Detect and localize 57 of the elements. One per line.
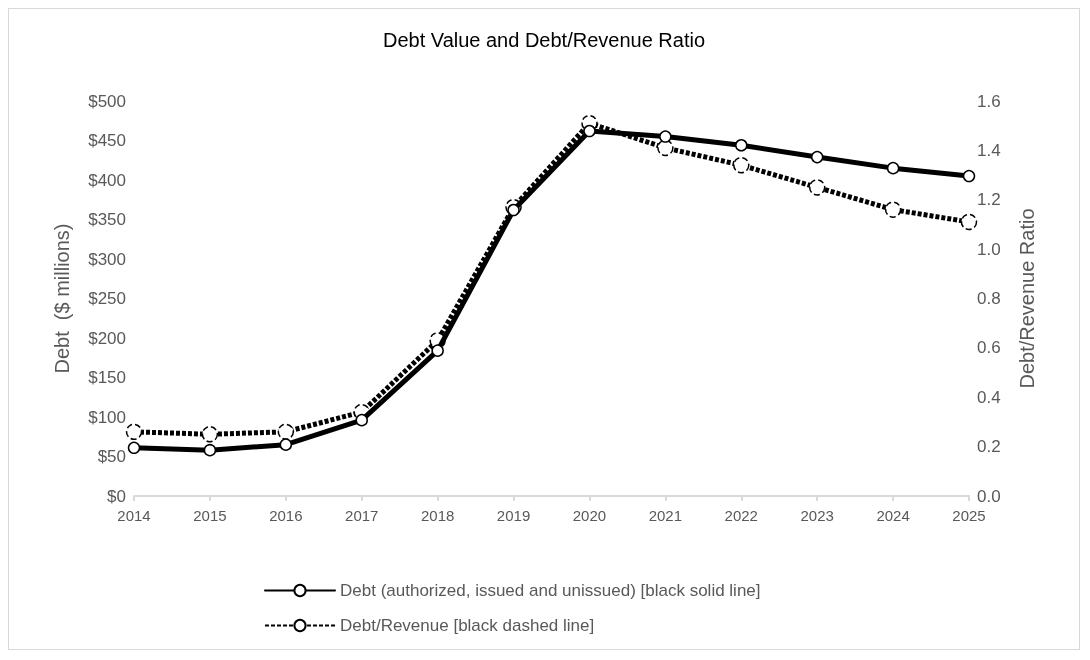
x-tick-label: 2018 [420, 507, 455, 524]
y2-tick-label: 0.6 [977, 338, 1001, 358]
y-tick-label: $300 [88, 249, 126, 269]
point [960, 213, 978, 231]
y2-tick-label: 1.2 [977, 190, 1001, 210]
point [886, 161, 900, 175]
point [355, 413, 368, 427]
x-tick-label: 2022 [724, 507, 758, 524]
y-tick-label: $250 [88, 289, 126, 308]
y2-tick-label: 1.6 [977, 91, 1001, 111]
y-tick-label: $500 [88, 91, 126, 111]
point [507, 203, 520, 217]
y-tick-label: $0 [107, 486, 126, 506]
point [279, 438, 293, 451]
y-tick-label: $350 [88, 210, 126, 229]
point [431, 344, 444, 357]
point [201, 426, 219, 443]
point [125, 423, 143, 441]
y-tick-label: $150 [88, 368, 126, 387]
y-tick-label: $450 [88, 131, 126, 150]
point [884, 201, 902, 218]
point [659, 130, 672, 143]
point [583, 124, 596, 138]
point [657, 139, 674, 157]
point [127, 441, 141, 455]
y2-tick-label: 0.8 [977, 289, 1001, 308]
x-tick-label: 2021 [648, 507, 683, 524]
x-tick-label: 2024 [876, 507, 910, 524]
point [962, 169, 976, 183]
point [735, 138, 748, 152]
y2-tick-label: 0.4 [977, 387, 1001, 407]
y-tick-label: $200 [88, 328, 126, 348]
x-tick-label: 2017 [345, 507, 379, 524]
x-tick-label: 2015 [193, 507, 227, 524]
y2-tick-label: 1.4 [977, 140, 1001, 160]
y-axis-title: Debt ($ millions) [51, 223, 73, 374]
legend-label: Debt (authorized, issued and unissued) [black solid line] [340, 581, 761, 600]
point [733, 156, 750, 174]
y2-axis-title: Debt/Revenue Ratio [1016, 208, 1038, 389]
point [810, 150, 824, 164]
legend-label: Debt/Revenue [black dashed line] [340, 616, 595, 635]
x-tick-label: 2023 [800, 507, 834, 524]
y2-tick-label: 0.0 [977, 486, 1001, 506]
y-tick-label: $100 [88, 407, 126, 427]
x-tick-label: 2025 [952, 507, 986, 524]
y-tick-label: $400 [88, 170, 126, 190]
y2-tick-label: 0.2 [977, 437, 1001, 457]
point [277, 423, 295, 441]
point [808, 179, 826, 196]
y2-tick-label: 1.0 [977, 239, 1001, 259]
y-tick-label: $50 [97, 447, 126, 466]
chart-title: Debt Value and Debt/Revenue Ratio [382, 29, 706, 51]
x-tick-label: 2016 [269, 507, 303, 524]
x-tick-label: 2014 [117, 507, 151, 524]
point [203, 443, 217, 457]
x-tick-label: 2020 [572, 507, 607, 524]
x-tick-label: 2019 [496, 507, 531, 524]
